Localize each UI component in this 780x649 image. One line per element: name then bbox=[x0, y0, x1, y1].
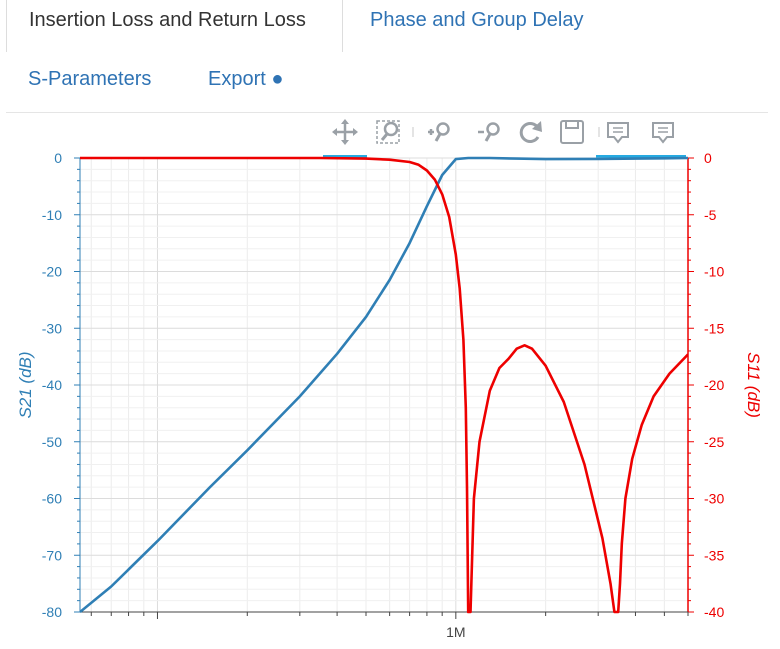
right-axis-tick-label: -10 bbox=[704, 264, 724, 280]
right-axis-tick-label: 0 bbox=[704, 150, 712, 166]
hover-bubble bbox=[607, 122, 629, 144]
zoom-out-icon[interactable] bbox=[478, 122, 500, 142]
tab-export[interactable]: Export ● bbox=[208, 68, 284, 90]
save-shutter bbox=[565, 120, 579, 129]
series-s11-line bbox=[80, 156, 688, 614]
right-axis-label: S11 (dB) bbox=[744, 352, 763, 418]
plot-area[interactable]: 0 -10 -20 -30 -40 -50 -60 -70 -80 S21 (dB) 0 -5 -10 -… bbox=[16, 150, 763, 640]
left-axis-label: S21 (dB) bbox=[16, 351, 35, 418]
hover-bubble bbox=[652, 122, 674, 144]
save-icon[interactable] bbox=[560, 120, 584, 144]
right-axis-tick-label: -5 bbox=[704, 207, 717, 223]
chart-toolbar bbox=[323, 119, 686, 158]
hover-icon[interactable] bbox=[607, 122, 629, 144]
left-axis-tick-label: -70 bbox=[42, 547, 62, 563]
right-axis-tick-label: -15 bbox=[704, 320, 724, 336]
zoom-handle bbox=[434, 133, 442, 142]
save-body bbox=[560, 120, 584, 144]
pan-icon[interactable] bbox=[332, 119, 358, 145]
pan-arrow-up bbox=[341, 119, 349, 124]
left-axis-tick-label: 0 bbox=[54, 150, 62, 166]
hover-icon-2[interactable] bbox=[652, 122, 674, 144]
right-axis-tick-label: -35 bbox=[704, 547, 724, 563]
pan-active-indicator bbox=[323, 155, 367, 158]
grid bbox=[80, 157, 689, 613]
chart: 0 -10 -20 -30 -40 -50 -60 -70 -80 S21 (dB) 0 -5 -10 -… bbox=[16, 119, 763, 640]
right-axis-tick-label: -40 bbox=[704, 604, 724, 620]
left-axis-tick-label: -50 bbox=[42, 434, 62, 450]
left-axis-tick-label: -20 bbox=[42, 264, 62, 280]
hover-active-indicator bbox=[596, 155, 686, 158]
secondary-tab-bar: S-Parameters Export ● bbox=[0, 52, 780, 112]
pan-arrow-right bbox=[353, 128, 358, 136]
tab-s-parameters[interactable]: S-Parameters bbox=[28, 68, 152, 90]
box-zoom-frame bbox=[376, 120, 400, 144]
right-axis-tick-label: -20 bbox=[704, 377, 724, 393]
box-zoom-handle bbox=[380, 133, 389, 141]
reset-icon[interactable] bbox=[519, 121, 542, 143]
pan-arrow-left bbox=[332, 128, 337, 136]
tab-insertion-return-loss[interactable]: Insertion Loss and Return Loss bbox=[6, 0, 343, 52]
pan-arrow-down bbox=[341, 140, 349, 145]
left-axis-tick-label: -30 bbox=[42, 320, 62, 336]
divider bbox=[6, 112, 768, 113]
left-axis-tick-label: -60 bbox=[42, 491, 62, 507]
reset-arc bbox=[519, 122, 540, 143]
box-zoom-icon[interactable] bbox=[376, 120, 400, 144]
zoom-lens bbox=[486, 122, 500, 136]
left-axis-tick-label: -40 bbox=[42, 377, 62, 393]
left-axis-tick-label: -10 bbox=[42, 207, 62, 223]
bottom-axis-tick-label: 1M bbox=[446, 624, 465, 640]
right-axis-tick-label: -30 bbox=[704, 491, 724, 507]
zoom-handle bbox=[484, 133, 492, 142]
series-s21-line bbox=[80, 156, 688, 614]
top-tab-bar: Insertion Loss and Return Loss Phase and… bbox=[0, 0, 780, 52]
zoom-in-icon[interactable] bbox=[428, 122, 450, 142]
box-zoom-lens bbox=[383, 121, 399, 137]
right-axis-tick-label: -25 bbox=[704, 434, 724, 450]
zoom-lens bbox=[436, 122, 450, 136]
left-axis-tick-label: -80 bbox=[42, 604, 62, 620]
tab-phase-group-delay[interactable]: Phase and Group Delay bbox=[370, 9, 584, 31]
reset-arrow bbox=[532, 121, 542, 132]
